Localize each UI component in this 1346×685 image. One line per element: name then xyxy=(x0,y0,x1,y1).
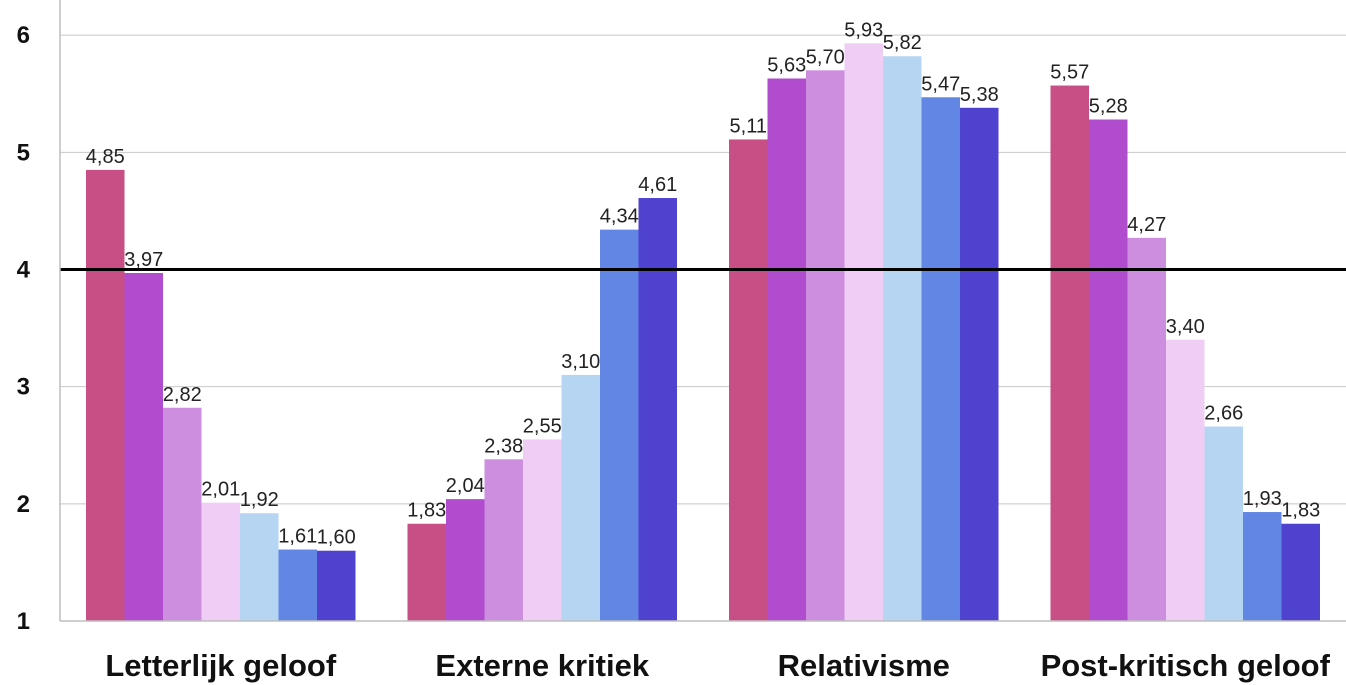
y-tick-label: 2 xyxy=(17,491,30,518)
bar xyxy=(883,56,922,621)
bar xyxy=(407,523,446,621)
data-label: 5,70 xyxy=(806,46,845,68)
data-label: 5,82 xyxy=(883,32,922,54)
bar xyxy=(240,513,279,621)
bar xyxy=(1050,85,1089,622)
bar xyxy=(278,549,317,621)
data-label: 4,34 xyxy=(600,206,639,228)
data-label: 5,57 xyxy=(1050,62,1089,84)
bar xyxy=(124,273,163,621)
bar xyxy=(844,43,883,621)
bars xyxy=(86,43,1320,622)
data-label: 5,11 xyxy=(730,115,767,137)
bar xyxy=(767,78,806,621)
data-label: 2,66 xyxy=(1204,402,1243,424)
data-label: 2,01 xyxy=(201,479,240,501)
bar xyxy=(729,139,768,621)
bar xyxy=(1281,523,1320,621)
bar xyxy=(484,459,523,621)
data-label: 5,38 xyxy=(960,84,999,106)
bar xyxy=(523,439,562,621)
category-label: Post-kritisch geloof xyxy=(1041,648,1331,683)
data-label: 3,40 xyxy=(1166,316,1205,338)
data-label: 5,47 xyxy=(921,73,960,95)
bar xyxy=(561,374,600,621)
data-label: 2,82 xyxy=(163,384,202,406)
bar xyxy=(960,107,999,622)
data-label: 5,28 xyxy=(1089,96,1128,118)
bar xyxy=(1089,119,1128,621)
data-label: 2,04 xyxy=(446,475,485,497)
y-tick-label: 4 xyxy=(17,256,31,283)
bar xyxy=(1204,426,1243,621)
data-label: 5,63 xyxy=(767,55,806,77)
bar xyxy=(317,550,356,621)
bar xyxy=(446,499,485,621)
bar xyxy=(86,169,125,621)
data-label: 3,10 xyxy=(561,351,600,373)
category-label: Letterlijk geloof xyxy=(105,648,336,683)
data-label: 1,61 xyxy=(278,526,317,548)
bar xyxy=(600,229,639,621)
data-label: 4,61 xyxy=(638,174,677,196)
bar xyxy=(1166,339,1205,621)
data-label: 1,83 xyxy=(1281,500,1320,522)
data-label: 5,93 xyxy=(844,19,883,41)
y-tick-label: 5 xyxy=(17,139,30,166)
category-label: Relativisme xyxy=(778,648,950,683)
data-label: 1,93 xyxy=(1243,488,1282,510)
axes: 1 2 3 4 5 6 Letterlijk geloof Externe kritiek Re… xyxy=(17,0,1346,683)
data-label: 1,60 xyxy=(317,527,356,549)
data-label: 3,97 xyxy=(124,249,163,271)
bar xyxy=(163,407,202,621)
data-label: 2,55 xyxy=(523,415,562,437)
y-tick-label: 6 xyxy=(17,22,30,49)
y-tick-label: 3 xyxy=(17,374,30,401)
data-label: 4,27 xyxy=(1127,214,1166,236)
data-label: 2,38 xyxy=(484,435,523,457)
bar xyxy=(1243,512,1282,621)
bar xyxy=(201,502,240,621)
value-labels: 4,853,972,822,01 1,921,61 1,601,832,042,38… xyxy=(86,19,1320,548)
data-label: 1,83 xyxy=(407,500,446,522)
bar xyxy=(806,70,845,622)
data-label: 4,85 xyxy=(86,146,125,168)
data-label: 1,92 xyxy=(240,489,279,511)
bar xyxy=(921,97,960,621)
category-label: Externe kritiek xyxy=(435,648,649,683)
bar xyxy=(638,198,677,622)
bar xyxy=(1127,237,1166,621)
y-tick-label: 1 xyxy=(17,608,30,635)
